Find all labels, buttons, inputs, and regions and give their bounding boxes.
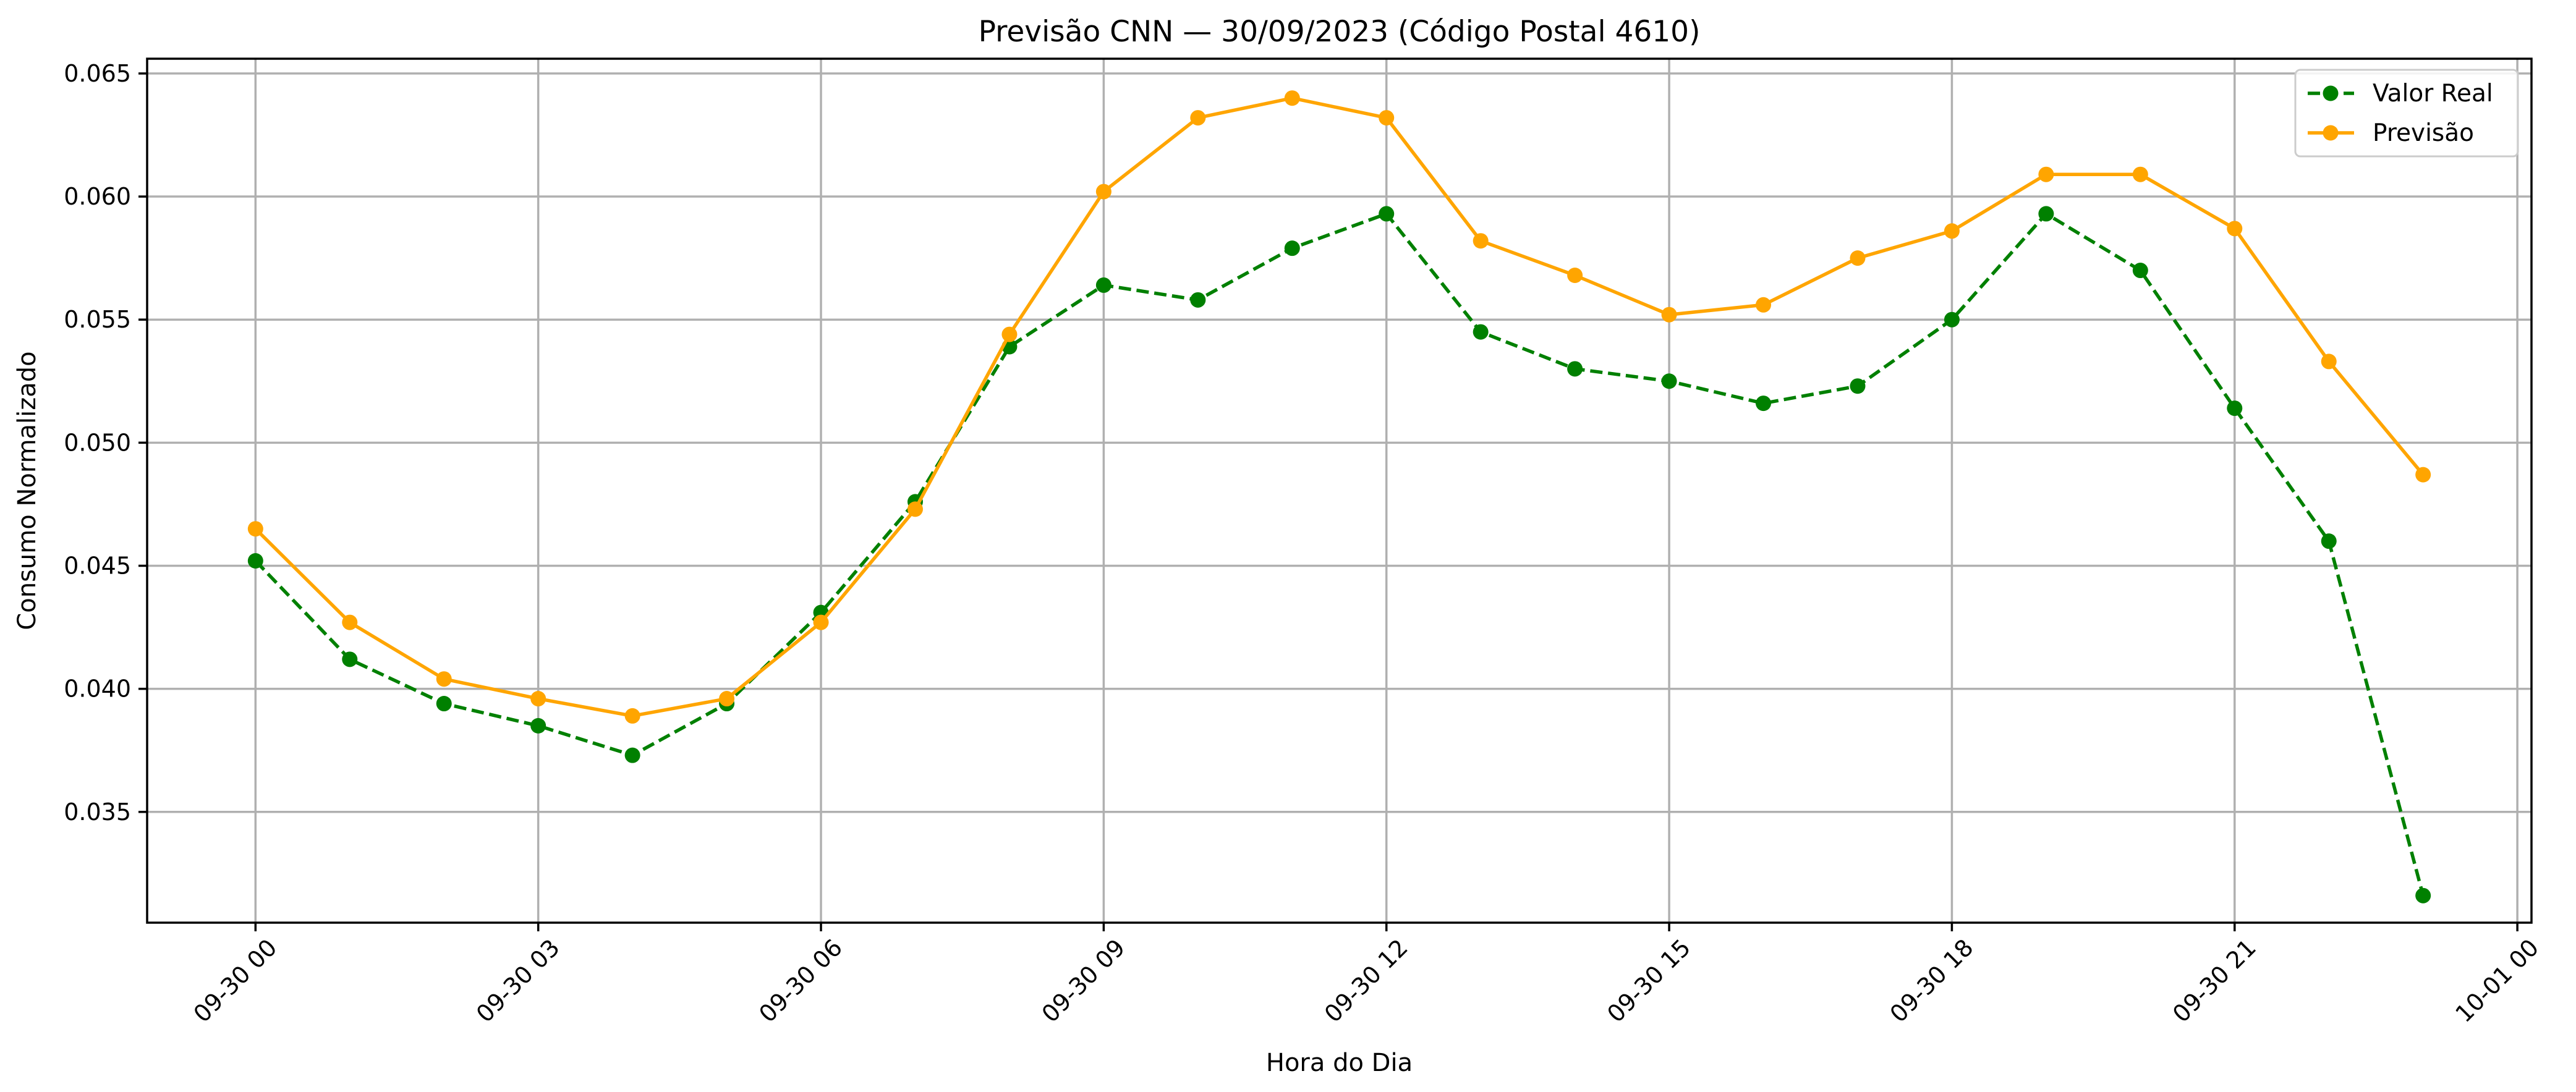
- y-tick-label: 0.040: [64, 675, 131, 703]
- y-tick-label: 0.050: [64, 429, 131, 456]
- data-point: [2038, 166, 2054, 182]
- data-point: [1661, 307, 1677, 323]
- data-point: [1944, 223, 1960, 239]
- series-2: [247, 90, 2431, 724]
- legend-marker: [2323, 125, 2339, 141]
- x-axis-label: Hora do Dia: [1266, 1049, 1413, 1077]
- chart-title: Previsão CNN — 30/09/2023 (Código Postal…: [979, 15, 1701, 49]
- legend-label: Valor Real: [2373, 80, 2493, 108]
- data-point: [2227, 221, 2243, 237]
- data-point: [624, 747, 640, 763]
- data-point: [624, 708, 640, 724]
- data-point: [719, 691, 735, 707]
- data-point: [247, 553, 263, 569]
- y-axis-label: Consumo Normalizado: [13, 351, 41, 630]
- data-point: [247, 521, 263, 537]
- legend-label: Previsão: [2373, 119, 2474, 147]
- legend-box: [2294, 69, 2519, 158]
- series-line: [254, 212, 2425, 896]
- data-point: [436, 696, 452, 712]
- data-point: [2321, 533, 2337, 549]
- data-point: [1661, 373, 1677, 389]
- data-point: [530, 691, 546, 707]
- data-point: [436, 671, 452, 687]
- series-1: [247, 206, 2431, 904]
- data-point: [1567, 361, 1583, 377]
- legend: Valor Real Previsão: [2294, 69, 2519, 158]
- data-point: [1850, 378, 1866, 394]
- data-point: [2132, 263, 2148, 279]
- data-point: [1190, 110, 1206, 126]
- data-point: [2227, 400, 2243, 417]
- data-point: [1850, 250, 1866, 266]
- data-point: [1095, 277, 1112, 293]
- data-point: [530, 717, 546, 734]
- data-point: [1379, 110, 1395, 126]
- series-layer: [247, 90, 2431, 904]
- data-point: [907, 501, 923, 517]
- y-tick-label: 0.065: [64, 60, 131, 87]
- legend-marker: [2323, 85, 2339, 101]
- legend-entry: Valor Real: [2308, 80, 2493, 108]
- data-point: [2415, 887, 2431, 904]
- y-tick-label: 0.060: [64, 183, 131, 210]
- grid: [147, 59, 2531, 923]
- data-point: [1473, 233, 1489, 249]
- data-point: [1567, 267, 1583, 283]
- data-point: [2038, 206, 2054, 222]
- data-point: [1944, 311, 1960, 328]
- data-point: [1473, 324, 1489, 340]
- data-point: [1001, 326, 1018, 342]
- y-tick-label: 0.055: [64, 306, 131, 333]
- data-point: [1190, 292, 1206, 308]
- data-point: [813, 614, 829, 630]
- y-tick-label: 0.035: [64, 798, 131, 826]
- data-point: [1284, 90, 1300, 106]
- data-point: [1284, 240, 1300, 256]
- data-point: [1756, 297, 1772, 313]
- data-point: [342, 651, 358, 667]
- series-line: [254, 96, 2425, 718]
- y-tick-label: 0.045: [64, 552, 131, 579]
- data-point: [1379, 206, 1395, 222]
- data-point: [342, 614, 358, 630]
- data-point: [1095, 184, 1112, 200]
- data-point: [2132, 166, 2148, 182]
- data-point: [1756, 396, 1772, 412]
- plot-frame: [146, 57, 2533, 924]
- data-point: [2321, 353, 2337, 370]
- data-point: [2415, 467, 2431, 483]
- legend-entry: Previsão: [2308, 119, 2474, 147]
